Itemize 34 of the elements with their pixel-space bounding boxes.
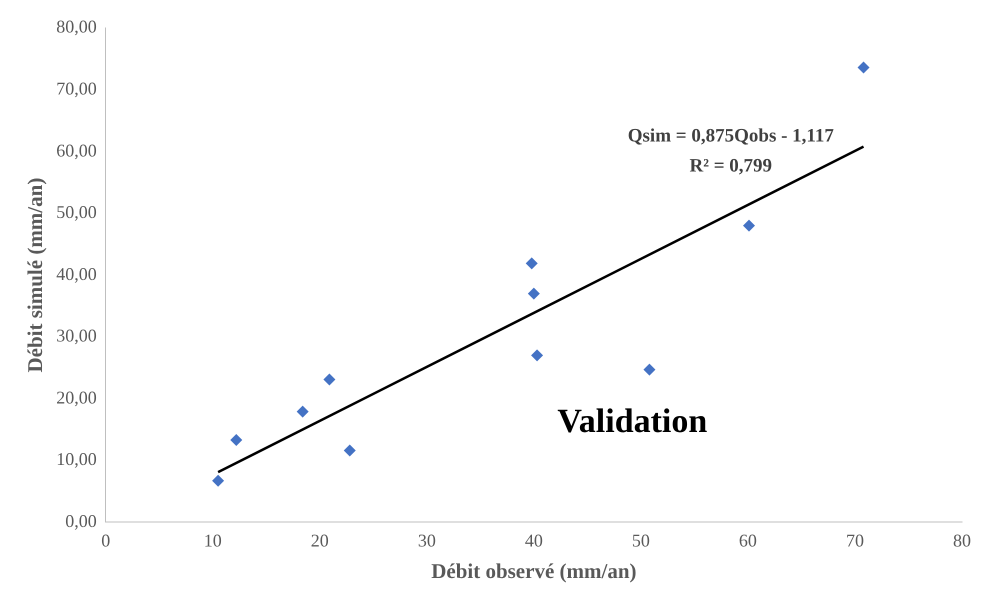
point <box>858 62 870 74</box>
y-tick-label: 0,00 <box>65 510 97 531</box>
x-axis-title: Débit observé (mm/an) <box>431 558 636 583</box>
x-tick-label: 80 <box>953 530 971 551</box>
x-tick-label: 30 <box>418 530 436 551</box>
annotation: R² = 0,799 <box>690 155 772 176</box>
point <box>212 474 224 487</box>
x-tick-label: 40 <box>524 530 543 551</box>
point <box>643 364 656 376</box>
point <box>296 406 309 418</box>
point <box>323 374 336 386</box>
point <box>742 220 755 232</box>
point <box>528 288 540 300</box>
x-tick-label: 50 <box>632 530 650 551</box>
y-tick-label: 70,00 <box>56 78 97 99</box>
point <box>526 257 538 270</box>
y-tick-label: 40,00 <box>56 264 97 284</box>
x-tick-label: 0 <box>101 530 110 551</box>
annotation: Validation <box>557 403 708 440</box>
y-tick-label: 50,00 <box>56 202 97 222</box>
point <box>230 434 242 446</box>
x-tick-label: 60 <box>738 530 757 551</box>
point <box>344 444 356 457</box>
y-tick-label: 10,00 <box>56 449 97 470</box>
x-tick-label: 20 <box>310 530 329 551</box>
y-tick-label: 80,00 <box>56 16 97 37</box>
x-tick-label: 70 <box>846 530 864 551</box>
y-tick-label: 60,00 <box>56 140 97 160</box>
y-axis-title: Débit simulé (mm/an) <box>23 178 48 373</box>
x-tick-label: 10 <box>204 530 222 551</box>
y-tick-label: 30,00 <box>56 326 97 346</box>
y-tick-label: 20,00 <box>56 387 97 408</box>
point <box>531 349 544 362</box>
annotation: Qsim = 0,875Qobs - 1,117 <box>628 126 834 147</box>
